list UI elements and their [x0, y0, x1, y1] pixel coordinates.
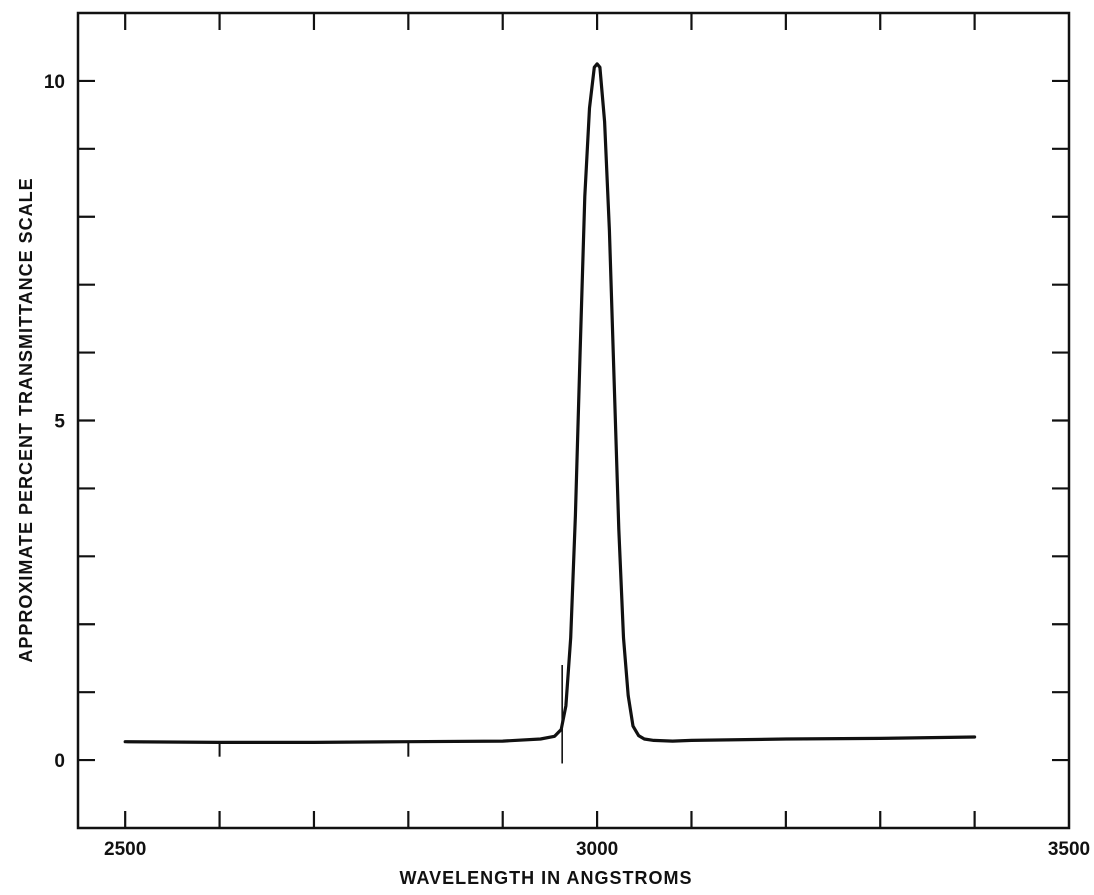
y-tick-label: 10	[44, 72, 65, 93]
y-tick-labels: 0 5 10	[44, 72, 66, 772]
plot-frame	[76, 11, 1071, 830]
y-axis-title: APPROXIMATE PERCENT TRANSMITTANCE SCALE	[16, 177, 36, 662]
markers	[218, 665, 563, 764]
x-axis-title: WAVELENGTH IN ANGSTROMS	[400, 868, 693, 888]
x-tick-label: 2500	[104, 839, 146, 860]
x-tick-label: 3000	[576, 839, 618, 860]
x-axis-ticks	[124, 13, 976, 828]
x-tick-labels: 2500 3000 3500	[104, 839, 1090, 860]
y-tick-label: 5	[54, 412, 65, 433]
y-axis-ticks	[78, 79, 1069, 762]
y-tick-label: 0	[54, 751, 65, 772]
x-tick-label: 3500	[1048, 839, 1090, 860]
transmittance-curve	[123, 62, 977, 744]
